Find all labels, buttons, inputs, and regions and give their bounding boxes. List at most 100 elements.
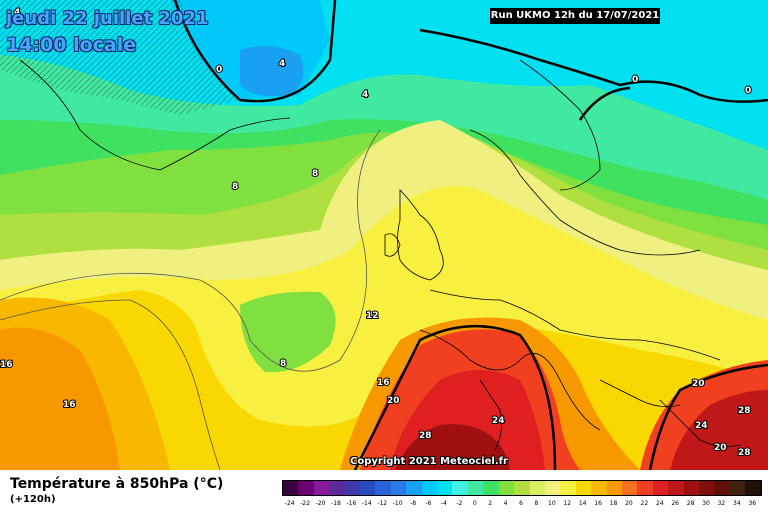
scale-swatch xyxy=(560,481,576,495)
scale-label: 16 xyxy=(594,500,602,507)
scale-swatch xyxy=(652,481,669,495)
map-date-title: jeudi 22 juillet 2021 xyxy=(6,8,209,29)
scale-label: -2 xyxy=(456,500,463,507)
iso-label: 20 xyxy=(387,396,400,406)
scale-label: 10 xyxy=(548,500,556,507)
scale-label: -18 xyxy=(331,500,341,507)
iso-label: 0 xyxy=(632,75,638,85)
scale-swatch xyxy=(714,481,730,495)
scale-label: -8 xyxy=(410,500,417,507)
iso-label: 8 xyxy=(280,359,286,369)
scale-label: -12 xyxy=(377,500,388,507)
scale-swatch xyxy=(575,481,592,495)
scale-label: -20 xyxy=(315,500,326,507)
scale-swatch xyxy=(452,481,468,495)
iso-label: 4 xyxy=(279,59,285,69)
iso-label: 4 xyxy=(14,8,20,18)
scale-swatch xyxy=(390,481,407,495)
iso-label: 28 xyxy=(738,448,751,458)
scale-swatch xyxy=(498,481,515,495)
scale-swatch xyxy=(683,481,699,495)
scale-label: 36 xyxy=(748,500,757,507)
scale-label: -6 xyxy=(425,500,432,507)
scale-label: 12 xyxy=(563,500,572,507)
scale-swatch xyxy=(668,481,684,495)
scale-swatch xyxy=(483,481,499,495)
scale-swatch xyxy=(544,481,561,495)
scale-swatch xyxy=(375,481,391,495)
scale-swatch xyxy=(698,481,715,495)
scale-swatch xyxy=(329,481,345,495)
run-banner: Run UKMO 12h du 17/07/2021 xyxy=(490,8,660,24)
scale-swatch xyxy=(637,481,653,495)
isotherm-thin-12 xyxy=(0,129,381,372)
iso-label: 0 xyxy=(745,86,751,96)
scale-swatch xyxy=(283,481,299,495)
scale-label: 28 xyxy=(686,500,695,507)
coastlines xyxy=(19,59,741,451)
scale-label: 14 xyxy=(578,500,587,507)
iso-label: 28 xyxy=(419,431,432,441)
copyright-text: Copyright 2021 Meteociel.fr xyxy=(350,456,508,467)
scale-label: 4 xyxy=(503,500,508,507)
scale-label: 8 xyxy=(534,500,539,507)
zone-darkest-red xyxy=(395,424,510,470)
iso-label: 0 xyxy=(216,65,222,75)
scale-swatch xyxy=(421,481,438,495)
zone-deep-red-east xyxy=(670,390,768,470)
scale-label: 30 xyxy=(702,500,710,507)
iso-label: 16 xyxy=(0,360,13,370)
variable-title: Température à 850hPa (°C) xyxy=(10,476,224,492)
iso-label: 16 xyxy=(63,400,76,410)
color-scale xyxy=(282,480,762,496)
isotherm-0-east xyxy=(419,28,768,103)
isotherm-20-south xyxy=(353,324,557,470)
scale-swatch xyxy=(467,481,484,495)
iso-label: 16 xyxy=(377,378,390,388)
scale-label: 22 xyxy=(640,500,649,507)
map-time-title: 14:00 locale xyxy=(6,34,137,56)
isotherm-20-east xyxy=(648,363,768,470)
iso-label: 28 xyxy=(738,406,751,416)
scale-label: -24 xyxy=(284,500,295,507)
color-scale-labels: -24 -22 -20 -18 -16 -14 -12 -10 -8 -6 -4 -2 0 2 4 6 8 10 1… xyxy=(282,500,760,510)
scale-label: 32 xyxy=(717,500,726,507)
iso-label: 24 xyxy=(695,421,708,431)
scale-label: 34 xyxy=(733,500,741,507)
scale-swatch xyxy=(729,481,746,495)
iso-label: 8 xyxy=(312,169,318,179)
scale-label: -22 xyxy=(300,500,311,507)
iso-label: 24 xyxy=(492,416,505,426)
scale-label: -10 xyxy=(392,500,403,507)
zone-blue xyxy=(240,46,304,97)
scale-label: 24 xyxy=(655,500,664,507)
scale-swatch xyxy=(360,481,376,495)
scale-label: 0 xyxy=(472,500,477,507)
temperature-map: 4 0 4 4 0 0 8 8 12 8 16 16 20 24 28 20 2… xyxy=(0,0,768,470)
scale-swatch xyxy=(298,481,314,495)
greenland-hatch xyxy=(0,0,240,115)
scale-label: -14 xyxy=(361,500,372,507)
iso-label: 4 xyxy=(362,90,368,100)
scale-swatch xyxy=(529,481,545,495)
scale-label: 6 xyxy=(519,500,523,507)
forecast-offset: (+120h) xyxy=(10,494,56,505)
zone-green-pocket xyxy=(240,291,336,373)
iso-label: 12 xyxy=(366,311,379,321)
scale-swatch xyxy=(344,481,361,495)
scale-label: 26 xyxy=(671,500,680,507)
scale-label: 2 xyxy=(488,500,493,507)
scale-swatch xyxy=(591,481,607,495)
scale-swatch xyxy=(437,481,453,495)
scale-label: -16 xyxy=(346,500,357,507)
scale-swatch xyxy=(621,481,638,495)
scale-swatch xyxy=(313,481,330,495)
scale-label: -4 xyxy=(440,500,447,507)
isotherm-thin-16 xyxy=(0,299,221,470)
iso-label: 8 xyxy=(232,182,238,192)
isotherm-labels: 4 0 4 4 0 0 8 8 12 8 16 16 20 24 28 20 2… xyxy=(0,7,752,459)
scale-label: 18 xyxy=(609,500,618,507)
isotherm-0-west xyxy=(173,0,337,103)
scale-swatch xyxy=(514,481,530,495)
